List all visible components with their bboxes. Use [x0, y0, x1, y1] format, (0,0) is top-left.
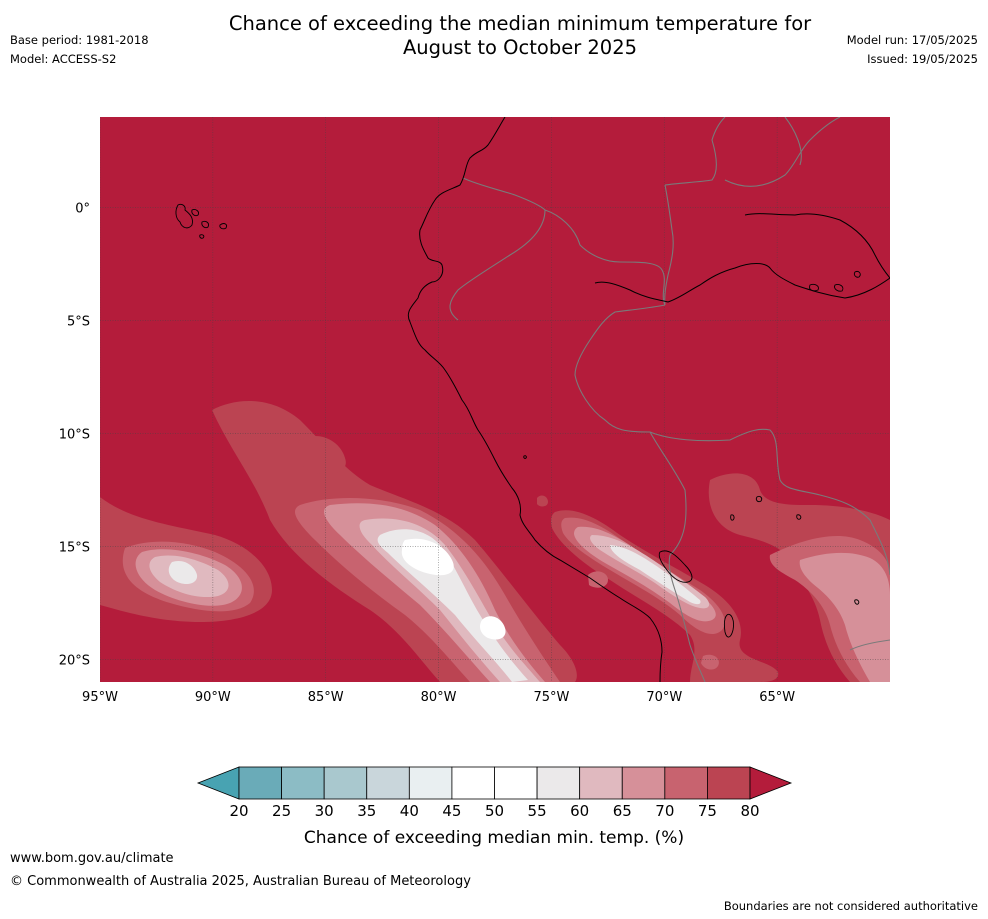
- coastline-amazon-north: [744, 213, 890, 279]
- footer-url: www.bom.gov.au/climate: [10, 851, 174, 866]
- border-bolivia-brazil: [649, 428, 890, 576]
- colorbar-segment: [707, 766, 751, 800]
- graticule: [100, 117, 890, 682]
- small-lake-4: [854, 599, 860, 605]
- colorbar-segment: [664, 766, 708, 800]
- colorbar-tick-label: 25: [272, 802, 291, 820]
- issued-text: Issued: 19/05/2025: [867, 52, 978, 66]
- latitude-tick-label: 15°S: [59, 540, 90, 555]
- longitude-tick-label: 90°W: [195, 690, 231, 705]
- colorbar-segment: [366, 766, 410, 800]
- border-venezuela-brazil: [724, 117, 841, 187]
- title-line-1: Chance of exceeding the median minimum t…: [228, 12, 812, 35]
- border-ecuador-colombia: [449, 177, 546, 321]
- colorbar-tick-label: 80: [740, 802, 759, 820]
- colorbar-tick-label: 65: [613, 802, 632, 820]
- colorbar-tick-label: 40: [400, 802, 419, 820]
- longitude-tick-label: 95°W: [82, 690, 118, 705]
- small-lake-2: [796, 514, 802, 520]
- latitude-tick-label: 5°S: [67, 314, 90, 329]
- islands: [175, 203, 861, 638]
- longitude-tick-label: 85°W: [308, 690, 344, 705]
- small-lake-1: [755, 495, 763, 503]
- colorbar-segment: [494, 766, 538, 800]
- amazon-islands-3: [853, 271, 861, 278]
- colorbar-tick-label: 45: [442, 802, 461, 820]
- colorbar-segment: [621, 766, 666, 800]
- map-title: Chance of exceeding the median minimum t…: [0, 12, 988, 60]
- country-borders: [449, 117, 890, 682]
- coastlines: [407, 117, 890, 682]
- lake-poopo: [723, 613, 734, 638]
- colorbar-tick-label: 30: [315, 802, 334, 820]
- border-colombia-venezuela: [664, 117, 726, 186]
- map-area: [100, 117, 890, 682]
- colorbar-tick-label: 35: [357, 802, 376, 820]
- border-colombia-brazil: [664, 184, 674, 306]
- metadata-left: Base period: 1981-2018 Model: ACCESS-S2: [10, 31, 149, 69]
- longitude-tick-label: 65°W: [759, 690, 795, 705]
- colorbar-segment: [281, 766, 325, 800]
- colorbar-tick-label: 20: [229, 802, 248, 820]
- colorbar-upper-extension: [749, 766, 793, 800]
- galapagos-island-3: [201, 220, 209, 229]
- border-guyana: [784, 117, 802, 166]
- contour-blob-east: [708, 473, 890, 682]
- small-lake-3: [730, 514, 735, 521]
- amazon-islands-1: [809, 283, 819, 292]
- longitude-labels: 95°W 90°W 85°W 80°W 75°W 70°W 65°W: [82, 690, 795, 705]
- galapagos-island-2: [191, 209, 199, 217]
- metadata-right: Model run: 17/05/2025 Issued: 19/05/2025: [847, 31, 978, 69]
- coastline-pacific: [407, 117, 663, 682]
- base-period-text: Base period: 1981-2018: [10, 33, 149, 47]
- latitude-labels: 0° 5°S 10°S 15°S 20°S: [59, 201, 90, 668]
- galapagos-island-4: [219, 223, 227, 230]
- galapagos-island-5: [199, 234, 205, 239]
- footer-disclaimer: Boundaries are not considered authoritat…: [723, 899, 978, 913]
- contour-plume-pacific: [212, 400, 577, 682]
- footer-copyright: © Commonwealth of Australia 2025, Austra…: [10, 874, 471, 889]
- border-peru-brazil: [574, 304, 687, 556]
- galapagos-island-main: [175, 203, 193, 229]
- border-paraguay: [849, 639, 890, 651]
- colorbar-segment: [536, 766, 581, 800]
- colorbar-tick-label: 50: [485, 802, 504, 820]
- colorbar: 20 25 30 35 40 45 50 55 60 65 70 75 80: [196, 766, 793, 820]
- border-peru-bolivia: [668, 554, 691, 646]
- latitude-tick-label: 0°: [75, 201, 90, 216]
- contour-small-blob: [296, 436, 548, 507]
- longitude-tick-label: 70°W: [646, 690, 682, 705]
- colorbar-lower-extension: [196, 766, 240, 800]
- colorbar-segment: [238, 766, 282, 800]
- contour-plume-andes: [551, 510, 779, 682]
- latitude-tick-label: 10°S: [59, 427, 90, 442]
- colorbar-tick-label: 70: [655, 802, 674, 820]
- border-peru-colombia: [544, 209, 666, 306]
- longitude-tick-label: 75°W: [533, 690, 569, 705]
- colorbar-segment: [323, 766, 368, 800]
- border-chile-argentina: [689, 644, 706, 682]
- longitude-tick-label: 80°W: [421, 690, 457, 705]
- colorbar-title: Chance of exceeding median min. temp. (%…: [304, 828, 684, 848]
- model-run-text: Model run: 17/05/2025: [846, 33, 978, 47]
- model-text: Model: ACCESS-S2: [10, 52, 117, 66]
- colorbar-tick-label: 55: [528, 802, 547, 820]
- coastline-amazon: [594, 263, 890, 303]
- colorbar-segment: [451, 766, 495, 800]
- amazon-islands-2: [834, 284, 844, 292]
- latitude-tick-label: 20°S: [59, 653, 90, 668]
- colorbar-tick-label: 75: [698, 802, 717, 820]
- colorbar-tick-label: 60: [570, 802, 589, 820]
- small-lake-5: [523, 455, 527, 459]
- contour-blob-southwest: [100, 497, 272, 622]
- colorbar-segment: [408, 766, 453, 800]
- title-line-2: August to October 2025: [402, 36, 638, 59]
- colorbar-segment: [579, 766, 623, 800]
- lake-titicaca: [658, 550, 693, 583]
